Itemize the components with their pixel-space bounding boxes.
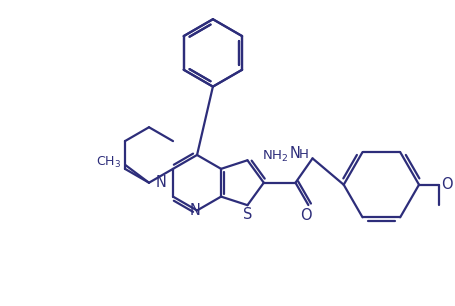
Text: N: N xyxy=(288,146,299,161)
Text: NH$_2$: NH$_2$ xyxy=(262,149,288,164)
Text: CH$_3$: CH$_3$ xyxy=(96,155,121,170)
Text: H: H xyxy=(298,147,308,161)
Text: S: S xyxy=(242,207,252,222)
Text: N: N xyxy=(189,203,200,218)
Text: O: O xyxy=(440,177,451,192)
Text: O: O xyxy=(300,208,312,223)
Text: N: N xyxy=(156,175,167,190)
